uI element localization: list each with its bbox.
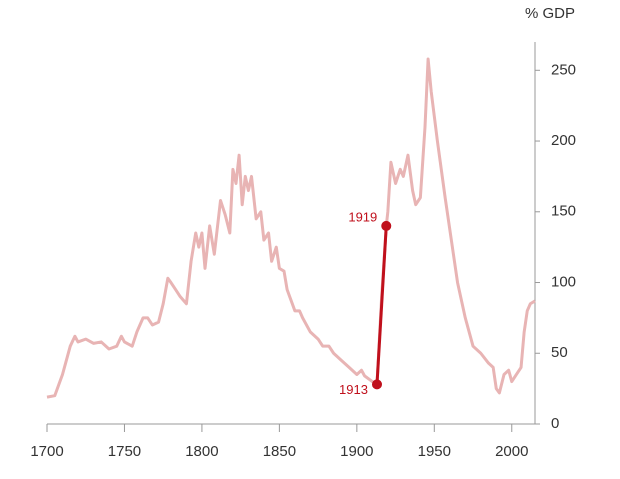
x-tick-label: 1950 [418,443,451,460]
x-tick-label: 1850 [263,443,296,460]
data-line [375,225,388,385]
point-label: 1913 [339,382,368,397]
x-tick-label: 1800 [185,443,218,460]
point-label: 1919 [348,209,377,224]
data-line [46,57,536,399]
y-tick-label: 0 [551,415,559,432]
x-tick-label: 1900 [340,443,373,460]
data-point [371,379,382,390]
y-tick-label: 200 [551,132,576,149]
data-point [381,220,392,231]
y-tick-label: 150 [551,203,576,220]
y-tick-label: 250 [551,61,576,78]
x-tick-label: 1700 [30,443,63,460]
x-tick-label: 1750 [108,443,141,460]
y-tick-label: 100 [551,273,576,290]
y-tick-label: 50 [551,344,568,361]
y-axis-label: % GDP [525,5,575,22]
x-tick-label: 2000 [495,443,528,460]
